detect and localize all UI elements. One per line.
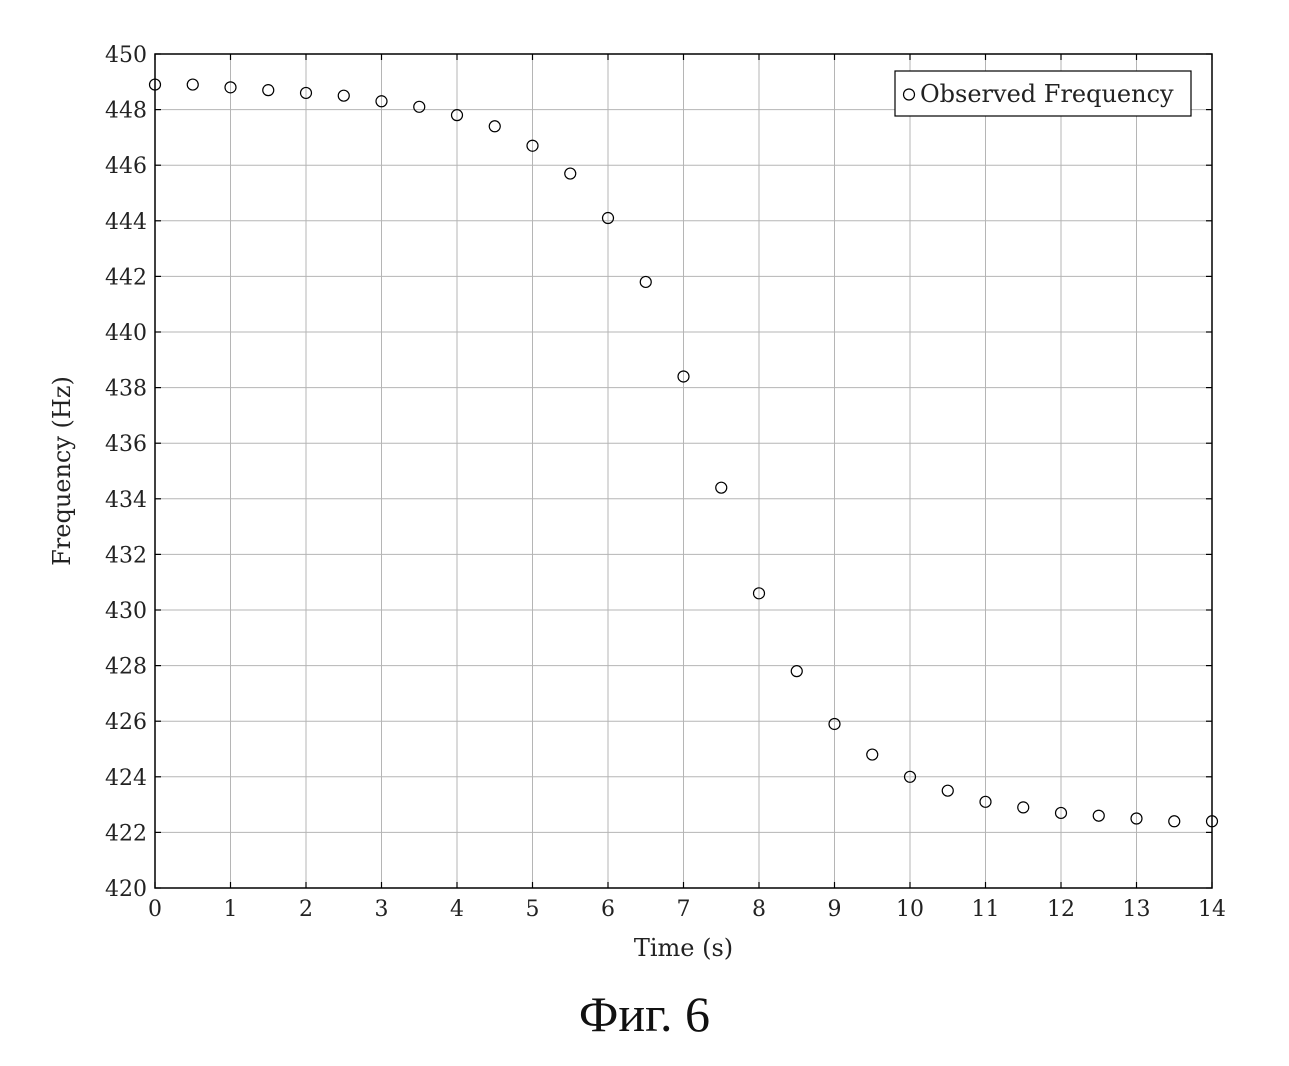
y-tick-label: 450 bbox=[105, 43, 147, 68]
data-point bbox=[1205, 815, 1219, 828]
x-tick-label: 13 bbox=[1123, 897, 1151, 922]
legend: Observed Frequency bbox=[894, 70, 1192, 117]
data-point bbox=[337, 89, 350, 102]
data-point bbox=[262, 84, 275, 97]
frequency-scatter-chart: 0 1 2 3 4 5 6 7 8 9 10 11 12 13 14 4204224244264284304… bbox=[48, 43, 1226, 962]
x-tick-label: 5 bbox=[526, 897, 540, 922]
data-point bbox=[413, 100, 426, 113]
x-tick-label: 7 bbox=[677, 897, 691, 922]
data-point bbox=[488, 120, 501, 133]
y-tick-label: 430 bbox=[105, 599, 147, 624]
y-tick-label: 444 bbox=[105, 210, 147, 235]
x-tick-label: 14 bbox=[1198, 897, 1226, 922]
data-point bbox=[526, 139, 539, 152]
x-tick-label: 2 bbox=[299, 897, 313, 922]
legend-marker-icon bbox=[902, 88, 916, 101]
y-axis-label: Frequency (Hz) bbox=[48, 376, 76, 566]
y-tick-label: 442 bbox=[105, 265, 147, 290]
y-tick-label: 426 bbox=[105, 710, 147, 735]
data-point bbox=[450, 109, 464, 122]
y-tick-label: 434 bbox=[105, 488, 147, 513]
data-point bbox=[299, 86, 313, 100]
data-point bbox=[903, 770, 917, 783]
y-tick-label: 440 bbox=[105, 321, 147, 346]
y-tick-label: 446 bbox=[105, 154, 147, 179]
x-tick-label: 6 bbox=[601, 897, 615, 922]
legend-box bbox=[894, 70, 1192, 117]
data-point bbox=[186, 78, 199, 91]
data-point bbox=[375, 95, 388, 108]
x-tick-label: 0 bbox=[148, 897, 162, 922]
figure-caption: Фиг. 6 bbox=[578, 986, 711, 1042]
data-point bbox=[639, 275, 652, 289]
data-point bbox=[752, 587, 766, 600]
x-axis-label: Time (s) bbox=[634, 934, 733, 962]
y-tick-label: 422 bbox=[105, 821, 147, 846]
legend-label: Observed Frequency bbox=[920, 80, 1174, 108]
data-point bbox=[979, 795, 992, 808]
data-point bbox=[790, 665, 803, 678]
y-tick-label: 432 bbox=[105, 543, 147, 568]
x-tick-label: 3 bbox=[375, 897, 389, 922]
y-tick-label: 448 bbox=[105, 99, 147, 124]
data-point bbox=[148, 78, 162, 91]
grid bbox=[154, 53, 1213, 889]
y-tick-label: 436 bbox=[105, 432, 147, 457]
data-point bbox=[715, 481, 728, 494]
x-tick-label: 10 bbox=[896, 897, 924, 922]
y-tick-labels: 420 422 424 426 428 430 432 434 436 438 440 442 444 4… bbox=[105, 43, 147, 902]
x-tick-label: 9 bbox=[828, 897, 842, 922]
data-point bbox=[1017, 801, 1030, 814]
data-points bbox=[148, 78, 1219, 828]
x-tick-label: 12 bbox=[1047, 897, 1075, 922]
x-tick-label: 1 bbox=[224, 897, 238, 922]
x-tick-label: 4 bbox=[450, 897, 464, 922]
data-point bbox=[564, 167, 577, 180]
data-point bbox=[1168, 815, 1181, 828]
data-point bbox=[1092, 809, 1105, 822]
x-tick-label: 11 bbox=[972, 897, 1000, 922]
data-point bbox=[224, 81, 237, 94]
y-tick-label: 438 bbox=[105, 377, 147, 402]
data-point bbox=[1054, 806, 1068, 820]
y-tick-label: 420 bbox=[105, 877, 147, 902]
x-tick-label: 8 bbox=[752, 897, 766, 922]
data-point bbox=[601, 211, 615, 225]
axis-ticks bbox=[154, 53, 1213, 889]
data-point bbox=[941, 784, 954, 797]
data-point bbox=[1130, 812, 1143, 825]
y-tick-label: 428 bbox=[105, 655, 147, 680]
data-point bbox=[866, 748, 879, 761]
data-point bbox=[828, 717, 841, 731]
data-point bbox=[677, 370, 690, 383]
x-tick-labels: 0 1 2 3 4 5 6 7 8 9 10 11 12 13 14 bbox=[148, 897, 1226, 922]
y-tick-label: 424 bbox=[105, 766, 147, 791]
